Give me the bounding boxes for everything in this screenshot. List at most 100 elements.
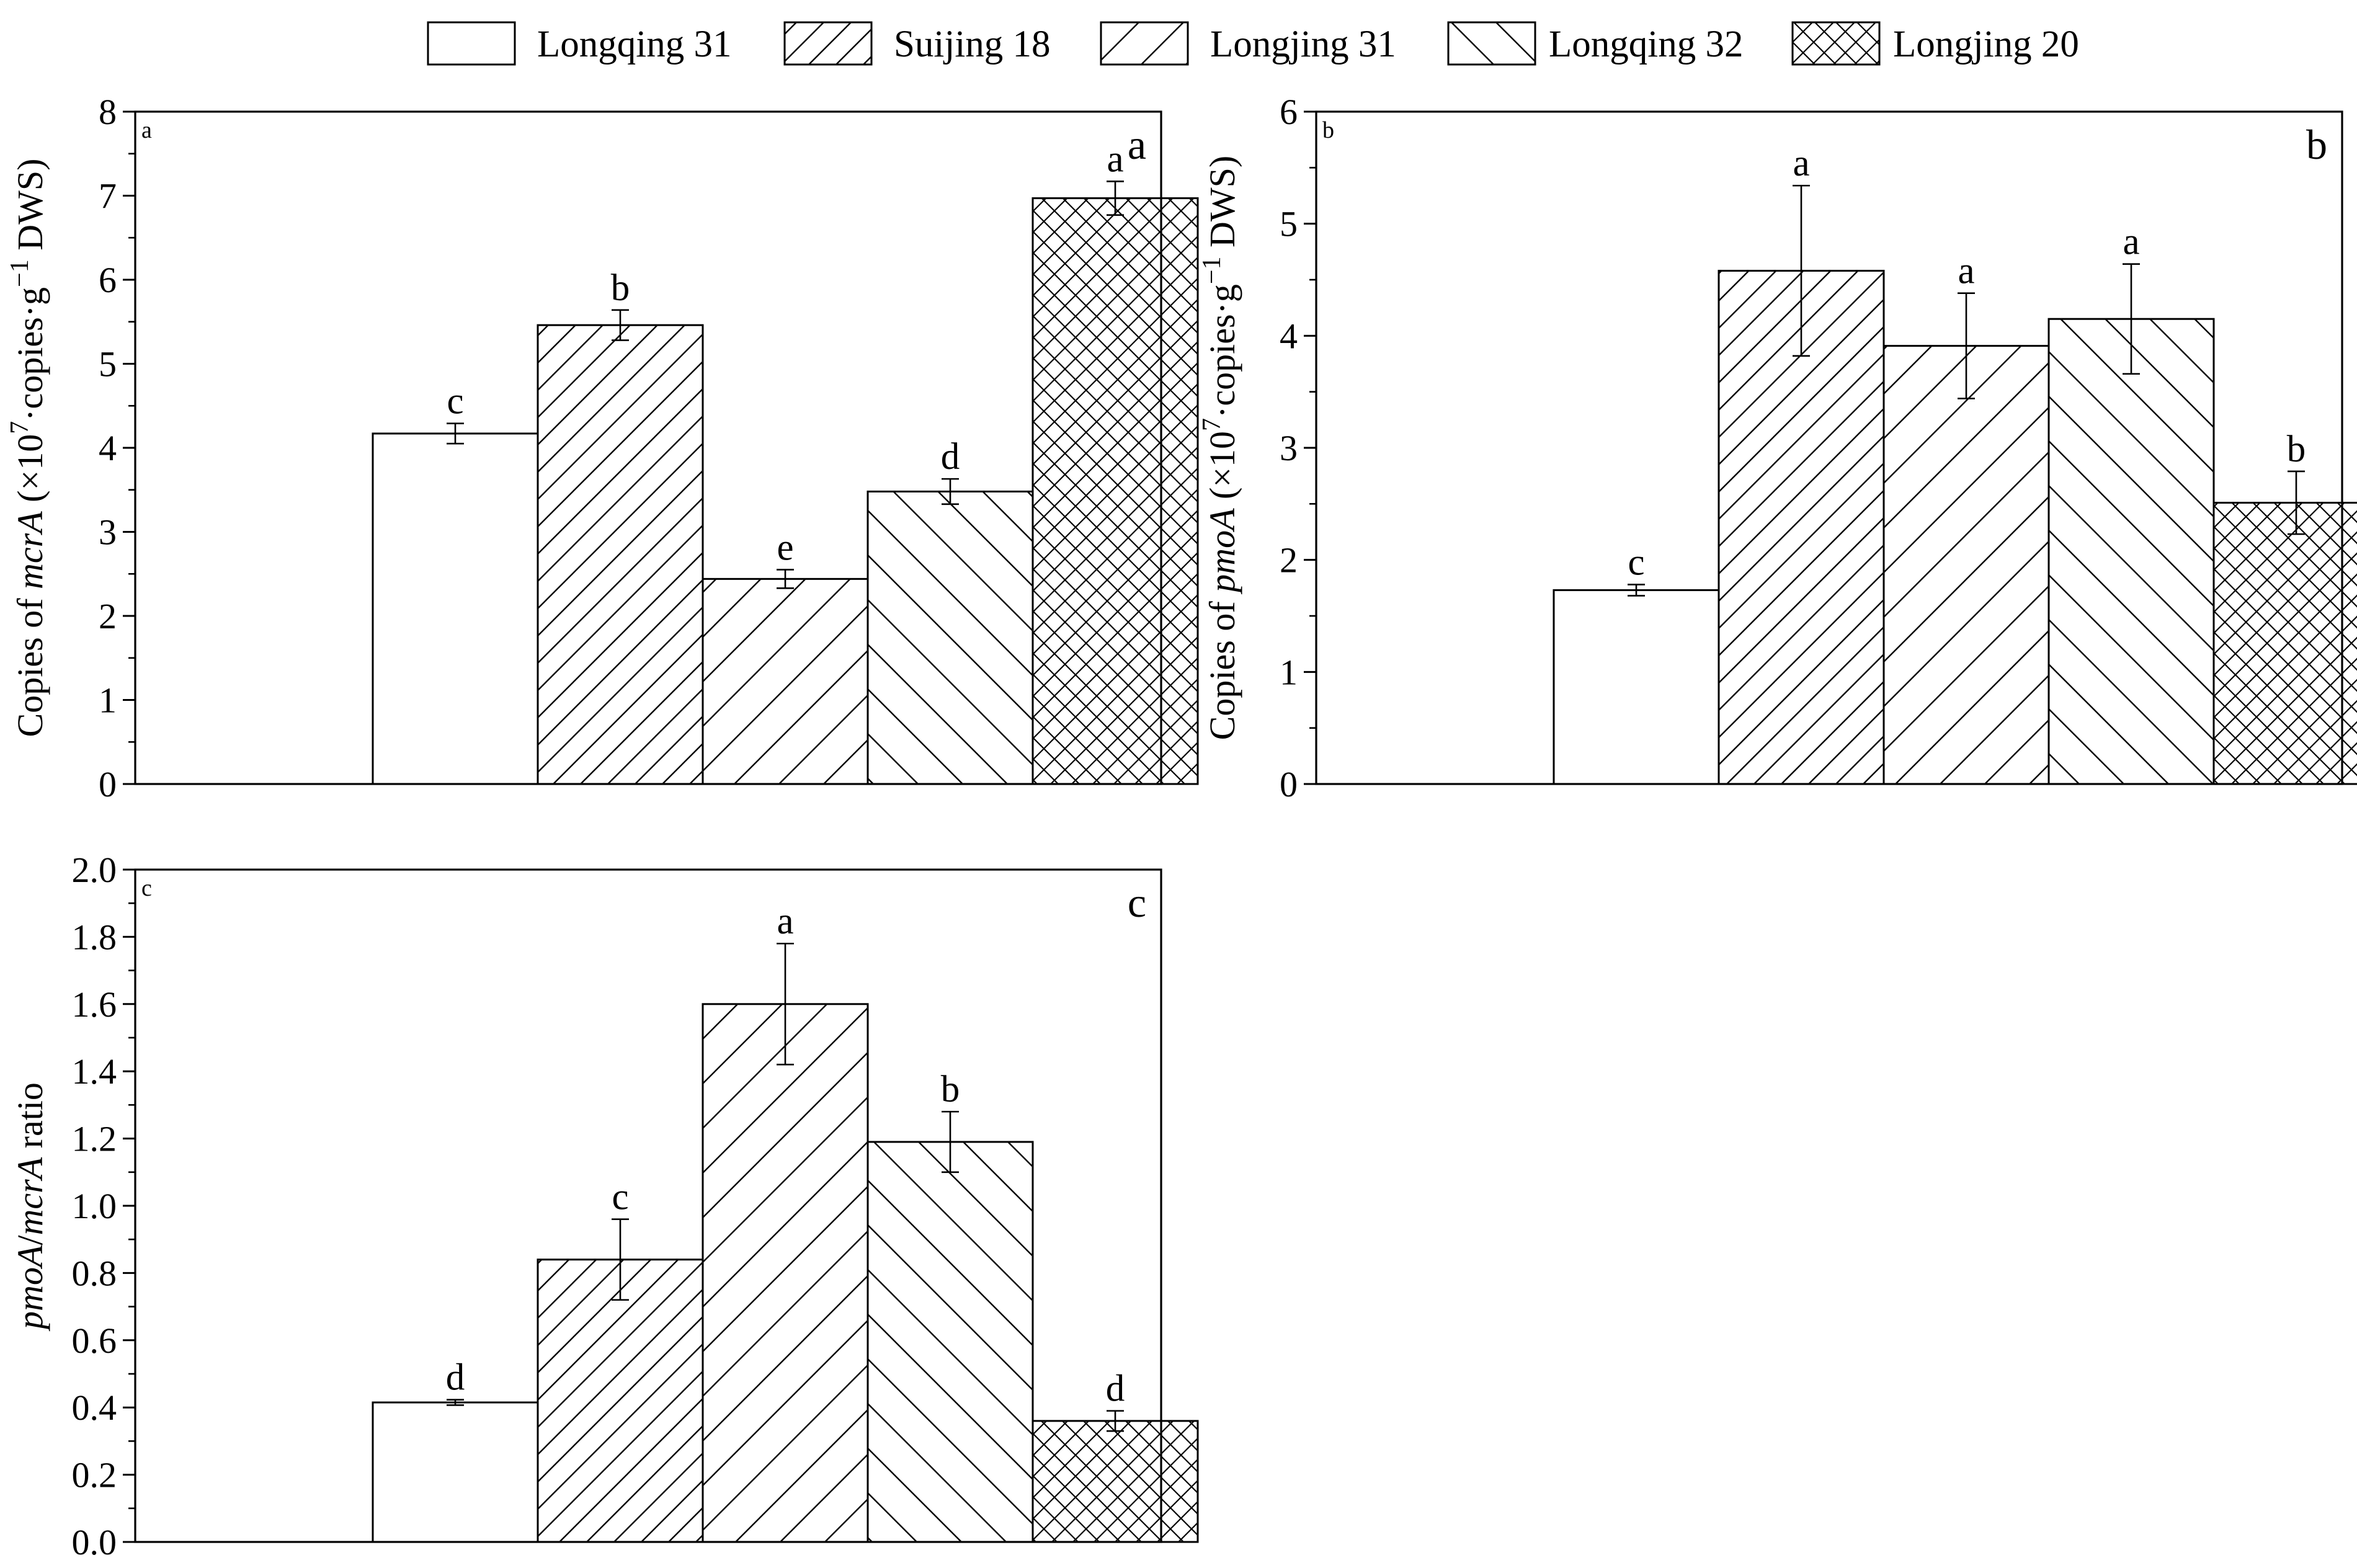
legend: Longqing 31 Suijing 18 Longjing 31 Longq… bbox=[427, 21, 2079, 66]
panel-a-error-bar-3 bbox=[942, 478, 959, 506]
panel-a-ytick-label-1: 1 bbox=[99, 680, 117, 721]
legend-item-4: Longjing 20 bbox=[1791, 21, 2079, 66]
panel-c-ytick-label-9: 1.8 bbox=[72, 917, 117, 957]
panel-a-ytick-label-2: 2 bbox=[99, 596, 117, 636]
panel-b-y-axis-title: Copies of pmoA (×107·copies·g−1 DWS) bbox=[1198, 156, 1242, 741]
legend-swatch-0 bbox=[427, 21, 516, 66]
panel-c-ytick-label-3: 0.6 bbox=[72, 1321, 117, 1361]
legend-swatch-2 bbox=[1100, 21, 1189, 66]
panel-c-corner-label: c bbox=[1128, 879, 1146, 926]
panel-c-error-bar-0 bbox=[447, 1399, 464, 1406]
panel-c-bar-0 bbox=[372, 1401, 539, 1543]
legend-label-1: Suijing 18 bbox=[894, 24, 1051, 65]
panel-b-corner-label-small: b bbox=[1322, 117, 1334, 143]
panel-c-ytick-label-2: 0.4 bbox=[72, 1388, 117, 1428]
panel-b-bar-3 bbox=[2047, 318, 2215, 785]
panel-b-significance-4: b bbox=[2287, 429, 2306, 470]
panel-c-significance-2: a bbox=[777, 901, 793, 942]
panel-c-ytick-label-4: 0.8 bbox=[72, 1253, 117, 1293]
panel-b-significance-0: c bbox=[1628, 541, 1644, 583]
panel-c-bar-3 bbox=[867, 1141, 1034, 1543]
panel-c-ytick-label-8: 1.6 bbox=[72, 984, 117, 1025]
panel-a-ytick-label-8: 8 bbox=[99, 92, 117, 132]
panel-a-corner-label: a bbox=[1128, 121, 1146, 168]
panel-a-bar-1 bbox=[537, 324, 704, 785]
panel-b-error-bar-3 bbox=[2123, 263, 2140, 375]
panel-a-bar-4 bbox=[1031, 197, 1199, 785]
panel-a-bar-3 bbox=[867, 490, 1034, 785]
legend-item-1: Suijing 18 bbox=[783, 21, 1051, 66]
panel-b-ytick-label-6: 6 bbox=[1280, 92, 1298, 132]
panel-c-significance-1: c bbox=[612, 1177, 628, 1218]
panel-c-ytick-label-1: 0.2 bbox=[72, 1455, 117, 1495]
panel-b-error-bar-0 bbox=[1628, 584, 1645, 597]
legend-label-0: Longqing 31 bbox=[537, 24, 731, 65]
panel-a-ytick-label-4: 4 bbox=[99, 428, 117, 468]
panel-a-ytick-label-6: 6 bbox=[99, 260, 117, 300]
panel-c-bar-2 bbox=[702, 1003, 869, 1543]
panel-b-significance-3: a bbox=[2123, 221, 2139, 263]
panel-a-corner-label-small: a bbox=[141, 117, 152, 143]
legend-swatch-3 bbox=[1447, 21, 1536, 66]
panel-c-ytick-label-0: 0.0 bbox=[72, 1522, 117, 1562]
panel-c-ytick-label-6: 1.2 bbox=[72, 1119, 117, 1159]
panel-a-ytick-label-7: 7 bbox=[99, 176, 117, 216]
panel-b-ytick-label-0: 0 bbox=[1280, 764, 1298, 804]
panel-a-bar-0 bbox=[372, 432, 539, 785]
panel-a-y-axis-title: Copies of mcrA (×107·copies·g−1 DWS) bbox=[6, 159, 50, 737]
panel-b-ytick-label-3: 3 bbox=[1280, 428, 1298, 468]
panel-a-ytick-label-3: 3 bbox=[99, 512, 117, 553]
panel-b-significance-1: a bbox=[1793, 143, 1809, 184]
panel-a-error-bar-2 bbox=[777, 569, 794, 589]
legend-label-2: Longjing 31 bbox=[1210, 24, 1396, 65]
panel-a-significance-4: a bbox=[1107, 138, 1123, 180]
panel-c-error-bar-1 bbox=[612, 1218, 629, 1301]
panel-a-significance-1: b bbox=[611, 267, 630, 309]
legend-swatch-1 bbox=[783, 21, 873, 66]
legend-item-2: Longjing 31 bbox=[1100, 21, 1396, 66]
panel-a-significance-2: e bbox=[777, 527, 793, 568]
panel-b-significance-2: a bbox=[1958, 251, 1974, 292]
panel-c-chart: d c a b d 0.0 0.2 0.4 0.6 0.8 1.0 1.2 1.4 1.6 1.8 2.0 c c… bbox=[10, 850, 1199, 1562]
panel-b-error-bar-2 bbox=[1958, 292, 1975, 399]
panel-b-ytick-label-5: 5 bbox=[1280, 204, 1298, 244]
panel-b-bar-0 bbox=[1553, 589, 1720, 785]
legend-label-3: Longqing 32 bbox=[1549, 24, 1743, 65]
legend-swatch-4 bbox=[1791, 21, 1881, 66]
panel-a-error-bar-0 bbox=[447, 422, 464, 445]
panel-c-y-axis-title: pmoA/mcrA ratio bbox=[10, 1082, 50, 1332]
panel-c-error-bar-3 bbox=[942, 1110, 959, 1174]
panel-b-ytick-label-4: 4 bbox=[1280, 316, 1298, 356]
panel-c-significance-3: b bbox=[941, 1069, 960, 1110]
panel-b-error-bar-4 bbox=[2288, 470, 2305, 535]
panel-a-significance-3: d bbox=[941, 436, 960, 478]
panel-b-bar-2 bbox=[1882, 345, 2050, 785]
panel-c-ytick-label-7: 1.4 bbox=[72, 1051, 117, 1092]
panel-a-bar-2 bbox=[702, 577, 869, 785]
legend-label-4: Longjing 20 bbox=[1893, 24, 2079, 65]
panel-b-bar-4 bbox=[2212, 502, 2357, 785]
panel-a-error-bar-4 bbox=[1107, 180, 1124, 216]
panel-a-ytick-label-0: 0 bbox=[99, 764, 117, 804]
panel-c-error-bar-2 bbox=[777, 942, 794, 1066]
panel-a-significance-0: c bbox=[447, 381, 463, 422]
panel-c-corner-label-small: c bbox=[141, 875, 152, 901]
panel-c-error-bar-4 bbox=[1107, 1410, 1124, 1432]
panel-b-corner-label: b bbox=[2306, 121, 2327, 168]
panel-a-error-bar-1 bbox=[612, 309, 629, 341]
panel-c-significance-4: d bbox=[1106, 1368, 1125, 1410]
panel-c-bar-4 bbox=[1031, 1420, 1199, 1543]
panel-c-significance-0: d bbox=[446, 1357, 465, 1399]
legend-item-0: Longqing 31 bbox=[427, 21, 731, 66]
panel-b-ytick-label-2: 2 bbox=[1280, 540, 1298, 581]
panel-c-ytick-label-10: 2.0 bbox=[72, 850, 117, 890]
panel-c-bar-1 bbox=[537, 1258, 704, 1543]
panel-a-ytick-label-5: 5 bbox=[99, 344, 117, 385]
panel-c-ytick-label-5: 1.0 bbox=[72, 1186, 117, 1226]
panel-b-ytick-label-1: 1 bbox=[1280, 652, 1298, 692]
legend-item-3: Longqing 32 bbox=[1447, 21, 1743, 66]
panel-b-error-bar-1 bbox=[1793, 184, 1810, 357]
